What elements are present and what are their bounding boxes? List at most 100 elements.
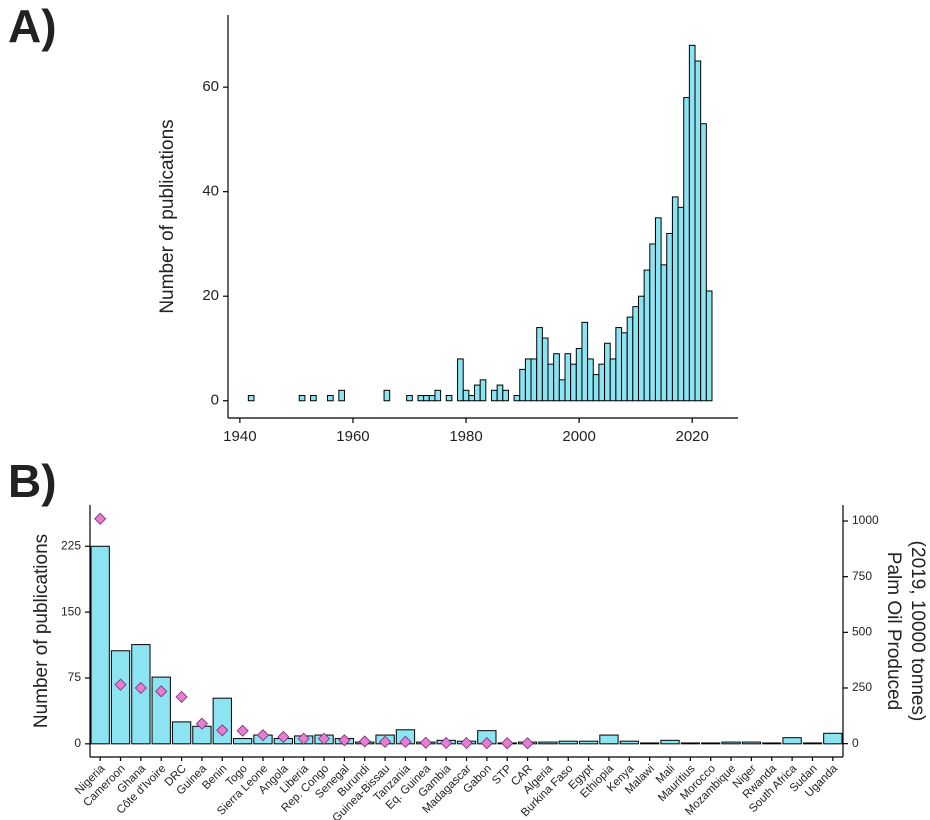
bar [570,363,577,402]
y2-tick-label: 250 [852,680,872,694]
palm-oil-marker [440,736,453,750]
bar [578,740,599,745]
bar [640,742,660,745]
palm-oil-marker [521,737,534,750]
y-tick-label: 20 [202,287,219,304]
palm-oil-marker [277,730,290,744]
bar [541,337,549,402]
bar [688,44,696,402]
bar [524,358,532,402]
y-tick-label: 40 [202,183,219,200]
palm-oil-marker [297,732,310,745]
y-axis-label: Number of publications [157,119,178,313]
y2-tick-label: 0 [852,736,859,750]
bar [654,217,662,402]
palm-oil-marker [236,724,249,737]
bar [575,347,583,402]
bar [468,395,476,402]
bar [782,737,802,745]
y2-axis-label: Palm Oil Produced [883,552,904,710]
x-tick-label: 2000 [562,428,595,445]
palm-oil-marker [256,729,270,742]
bar [598,363,606,402]
x-tick-label: STP [490,763,515,788]
palm-oil-marker [338,734,351,747]
panel-label: A) [8,0,57,52]
bar [538,741,558,745]
bar [212,697,232,745]
bar [110,650,131,745]
y-tick-label: 225 [61,538,81,552]
y2-tick-label: 1000 [852,513,879,527]
bar [558,379,566,402]
bar [298,395,306,402]
bar [615,327,623,402]
palm-oil-marker [155,685,168,698]
bar [721,741,741,745]
bar [619,740,639,745]
bar [428,395,436,402]
bar [581,321,589,402]
x-tick-label: 1960 [336,428,369,445]
bar [802,742,823,745]
y-axis-label: Number of publications [31,534,52,728]
bar [171,721,192,745]
y2-axis-label: (2019, 10000 tonnes) [907,541,928,722]
bar [823,732,843,745]
bar [660,264,668,402]
bar [247,395,255,402]
bar [637,295,645,402]
bar [434,389,442,402]
palm-oil-marker [501,737,514,750]
bar [649,243,656,402]
bar [417,395,425,402]
x-tick-label: 1940 [223,428,256,445]
bar [490,389,498,402]
y2-tick-label: 750 [852,569,872,583]
bar [680,742,701,745]
y-tick-label: 0 [74,736,81,750]
bar [705,290,713,402]
bar [762,742,782,745]
palm-oil-marker [175,690,188,703]
palm-oil-marker [480,737,493,750]
y2-tick-label: 500 [852,625,872,639]
y-tick-label: 150 [61,604,81,618]
y-tick-label: 60 [202,78,219,95]
bar [479,379,487,402]
palm-oil-marker [460,736,473,750]
palm-oil-marker [134,681,147,695]
bar [496,384,504,402]
bar [310,395,317,402]
palm-oil-marker [94,512,107,525]
bar [558,740,578,745]
bar [660,739,680,745]
bar [547,363,555,402]
bar [632,306,639,402]
bar [701,742,721,745]
bar [151,676,171,745]
panel-label: B) [8,455,57,507]
bar [741,741,762,745]
bar [643,269,651,402]
bar [592,374,600,402]
bar [445,395,453,402]
bar [232,738,253,745]
x-tick-label: 2020 [676,428,709,445]
bar [90,545,110,745]
bar [474,384,481,402]
palm-oil-marker [317,732,331,745]
palm-oil-marker [419,736,432,749]
bar [462,389,470,402]
bar [683,97,690,402]
bar [536,327,543,402]
bar [406,395,413,402]
bar [621,332,628,402]
bar [131,644,151,745]
bar [677,206,685,402]
palm-oil-marker [216,724,229,737]
bar [564,353,572,402]
bar [327,395,334,402]
bar [587,358,594,402]
